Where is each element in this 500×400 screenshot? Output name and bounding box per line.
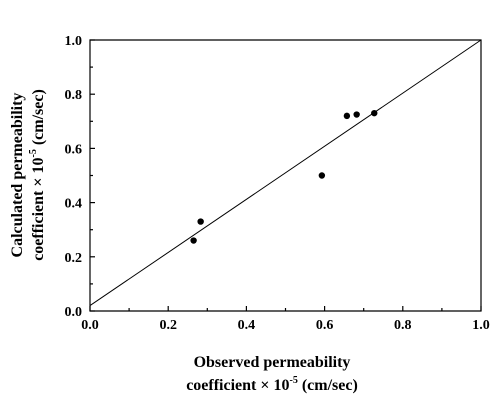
- y-axis-ticks: 0.0 0.2 0.4 0.6 0.8 1.0: [65, 34, 95, 320]
- y-axis-title: Calculated permeability coefficient × 10…: [9, 89, 47, 261]
- y-axis-title-base: coefficient × 10: [30, 158, 47, 261]
- y-tick-label: 1.0: [65, 34, 83, 49]
- y-tick-label: 0.8: [65, 88, 83, 103]
- data-point: [197, 218, 204, 225]
- y-axis-title-line1: Calculated permeability: [9, 93, 26, 258]
- y-tick-label: 0.4: [65, 197, 83, 212]
- x-axis-title-base: coefficient × 10: [186, 377, 289, 394]
- data-points: [190, 109, 378, 244]
- x-axis-title-line2: coefficient × 10-5 (cm/sec): [186, 375, 358, 394]
- y-tick-label: 0.0: [65, 305, 83, 320]
- y-axis-title-exponent: -5: [28, 149, 39, 157]
- y-axis-title-unit: (cm/sec): [30, 89, 47, 149]
- plot-frame: [89, 39, 482, 312]
- x-tick-label: 0.0: [81, 318, 99, 333]
- x-axis-title-line1: Observed permeability: [194, 354, 351, 371]
- x-tick-label: 0.4: [238, 318, 256, 333]
- x-axis-title-exponent: -5: [289, 375, 297, 386]
- reference-line: [89, 39, 482, 306]
- y-tick-label: 0.6: [65, 142, 83, 157]
- x-tick-label: 1.0: [472, 318, 490, 333]
- x-tick-label: 0.2: [159, 318, 177, 333]
- x-axis-ticks: 0.0 0.2 0.4 0.6 0.8 1.0: [81, 306, 490, 333]
- data-point: [371, 109, 378, 117]
- x-tick-label: 0.6: [316, 318, 334, 333]
- data-point: [318, 172, 326, 179]
- x-axis-title-unit: (cm/sec): [298, 377, 358, 394]
- data-point: [353, 111, 360, 118]
- plot-area: 0.0 0.2 0.4 0.6 0.8 1.0 0.0 0.2 0.4 0.6 0.8 1.0: [65, 34, 490, 333]
- data-point: [343, 112, 351, 120]
- y-axis-title-line2: coefficient × 10-5 (cm/sec): [28, 89, 47, 261]
- x-tick-label: 0.8: [394, 318, 412, 333]
- y-tick-label: 0.2: [65, 251, 83, 266]
- data-point: [190, 237, 197, 244]
